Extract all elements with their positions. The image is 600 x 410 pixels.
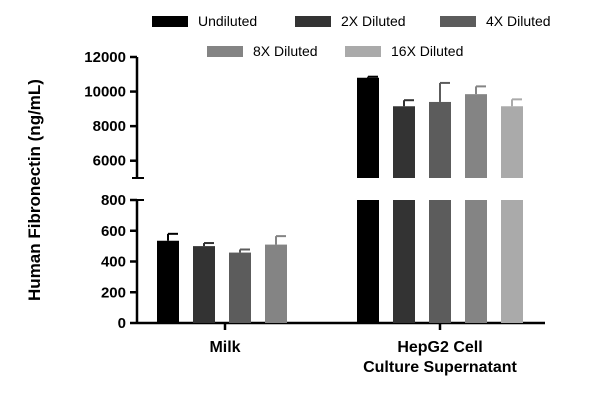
bars bbox=[157, 75, 523, 323]
y-tick-label: 6000 bbox=[93, 153, 126, 170]
y-tick-label: 400 bbox=[101, 254, 126, 271]
y-tick-label: 8000 bbox=[93, 118, 126, 135]
legend-label: Undiluted bbox=[198, 13, 257, 29]
bar bbox=[229, 252, 251, 323]
bar bbox=[157, 240, 179, 323]
legend-swatch bbox=[440, 16, 476, 27]
y-tick-label: 600 bbox=[101, 223, 126, 240]
category-label: Milk bbox=[209, 339, 240, 356]
legend-swatch bbox=[152, 16, 188, 27]
legend: Undiluted 2X Diluted 4X Diluted 8X Diluted 1… bbox=[152, 13, 551, 59]
bar-lower-part bbox=[501, 200, 523, 323]
bar bbox=[465, 94, 487, 178]
y-tick-label: 800 bbox=[101, 192, 126, 209]
bar bbox=[357, 77, 379, 178]
bar-lower-part bbox=[465, 200, 487, 323]
legend-label: 4X Diluted bbox=[486, 13, 551, 29]
legend-label: 16X Diluted bbox=[391, 43, 463, 59]
bar-lower-part bbox=[393, 200, 415, 323]
legend-label: 2X Diluted bbox=[341, 13, 406, 29]
legend-label: 8X Diluted bbox=[253, 43, 318, 59]
y-tick-label: 10000 bbox=[84, 84, 126, 101]
category-labels: Milk HepG2 Cell Culture Supernatant bbox=[209, 339, 517, 376]
bar-lower-part bbox=[357, 200, 379, 323]
y-tick-label: 200 bbox=[101, 284, 126, 301]
y-tick-label: 12000 bbox=[84, 49, 126, 66]
legend-swatch bbox=[295, 16, 331, 27]
legend-swatch bbox=[207, 46, 243, 57]
category-label: Culture Supernatant bbox=[363, 359, 517, 376]
y-tick-label: 0 bbox=[118, 315, 126, 332]
bar bbox=[501, 106, 523, 178]
bar bbox=[265, 244, 287, 323]
bar bbox=[429, 101, 451, 178]
bar bbox=[193, 246, 215, 323]
bar-lower-part bbox=[429, 200, 451, 323]
category-label: HepG2 Cell bbox=[397, 339, 482, 356]
legend-swatch bbox=[345, 46, 381, 57]
y-axis-label: Human Fibronectin (ng/mL) bbox=[25, 79, 44, 301]
bar bbox=[393, 106, 415, 178]
